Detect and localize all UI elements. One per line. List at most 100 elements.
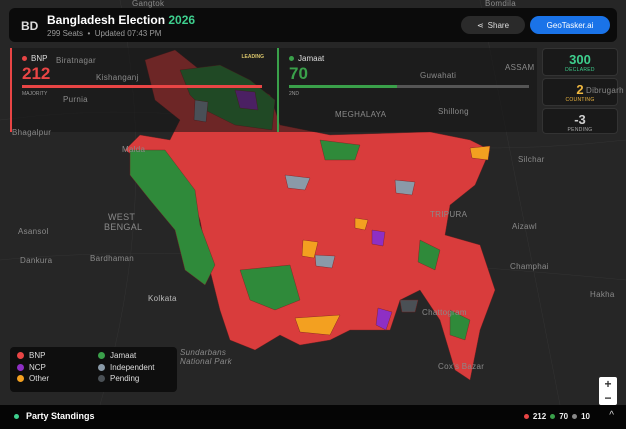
rank-tag: 2ND xyxy=(289,91,300,97)
region-jamaat xyxy=(417,239,441,271)
other-dot xyxy=(572,414,578,419)
region-jamaat xyxy=(319,139,361,161)
subtitle: 299 Seats • Updated 07:43 PM xyxy=(47,29,162,38)
map-label: Bhagalpur xyxy=(12,128,52,137)
map-label: WEST xyxy=(108,212,136,222)
region-jamaat xyxy=(239,264,301,311)
legend-item-ncp: NCP xyxy=(17,363,46,372)
region-independent xyxy=(394,179,416,196)
map-label: BENGAL xyxy=(104,222,143,232)
legend-label: Pending xyxy=(110,374,140,383)
country-badge: BD xyxy=(21,19,39,33)
share-button[interactable]: ⋖ Share xyxy=(461,16,525,34)
region-jamaat xyxy=(129,149,216,286)
progress-bar xyxy=(22,85,262,88)
jamaat-count: 70 xyxy=(559,412,569,421)
map-label: ASSAM xyxy=(505,63,535,72)
stat-value: 2 xyxy=(576,82,584,97)
status-dot xyxy=(14,414,19,419)
map-legend: BNP Jamaat NCP Independent Other Pending xyxy=(10,347,177,392)
seat-count: 299 Seats xyxy=(47,29,84,38)
progress-bar xyxy=(289,85,529,88)
zoom-out-button[interactable]: − xyxy=(604,391,612,405)
legend-swatch xyxy=(17,375,24,382)
map-label: Aizawl xyxy=(512,222,537,231)
region-independent xyxy=(314,254,336,269)
progress-fill xyxy=(289,85,397,88)
title-text: Bangladesh Election xyxy=(47,13,166,27)
legend-item-independent: Independent xyxy=(98,363,155,372)
title-year: 2026 xyxy=(168,13,196,27)
share-label: Share xyxy=(487,20,510,30)
bnp-count: 212 xyxy=(532,412,547,421)
brand-button[interactable]: GeoTasker.ai xyxy=(530,16,610,34)
standings-title: Party Standings xyxy=(26,411,95,421)
map-label: Bardhaman xyxy=(90,254,135,263)
map-label: Gangtok xyxy=(132,0,165,8)
map-label: Asansol xyxy=(18,227,49,236)
map-label: Shillong xyxy=(438,107,469,116)
stat-label: COUNTING xyxy=(565,97,595,103)
legend-item-bnp: BNP xyxy=(17,351,45,360)
party-name: Jamaat xyxy=(289,54,324,63)
legend-item-other: Other xyxy=(17,374,49,383)
chevron-up-icon[interactable]: ^ xyxy=(609,410,614,421)
region-independent xyxy=(284,174,311,191)
zoom-control: + − xyxy=(599,377,617,405)
map-label: MEGHALAYA xyxy=(335,110,387,119)
progress-fill xyxy=(22,85,262,88)
bnp-dot xyxy=(523,414,529,419)
seat-total: 212 xyxy=(22,64,51,83)
leading-badge: LEADING xyxy=(241,54,265,60)
updated-time: Updated 07:43 PM xyxy=(94,29,162,38)
region-pending xyxy=(399,299,419,313)
map-label: Chattogram xyxy=(422,308,467,317)
party-standings-bar[interactable]: Party Standings 212 70 10 ^ xyxy=(0,405,626,429)
map-label: Hakha xyxy=(590,290,615,299)
party-label: Jamaat xyxy=(298,54,325,63)
legend-swatch xyxy=(98,352,105,359)
legend-swatch xyxy=(17,364,24,371)
legend-label: NCP xyxy=(29,363,46,372)
region-other xyxy=(294,314,341,336)
stat-pending: -3 PENDING xyxy=(542,108,618,134)
map-label: Dankura xyxy=(20,256,53,265)
map-label: Kolkata xyxy=(148,294,177,303)
legend-label: Other xyxy=(29,374,50,383)
stat-label: PENDING xyxy=(567,127,593,133)
zoom-in-button[interactable]: + xyxy=(604,377,612,391)
stat-label: DECLARED xyxy=(565,67,595,73)
legend-label: BNP xyxy=(29,351,46,360)
legend-label: Jamaat xyxy=(110,351,137,360)
map-label: Purnia xyxy=(63,95,88,104)
second-card: Jamaat 70 2ND xyxy=(277,48,537,132)
leader-card: BNP LEADING 212 MAJORITY xyxy=(10,48,278,132)
standings-summary: 212 70 10 xyxy=(523,412,590,421)
header-bar: BD Bangladesh Election 2026 299 Seats • … xyxy=(9,8,617,42)
map-label: Champhai xyxy=(510,262,549,271)
legend-item-jamaat: Jamaat xyxy=(98,351,136,360)
map-label: Cox's Bazar xyxy=(438,362,485,371)
map-label: Silchar xyxy=(518,155,545,164)
legend-swatch xyxy=(98,364,105,371)
party-label: BNP xyxy=(31,54,48,63)
region-ncp xyxy=(375,307,393,331)
stat-declared: 300 DECLARED xyxy=(542,48,618,76)
jamaat-dot xyxy=(550,414,556,419)
party-dot xyxy=(22,56,27,61)
stat-value: -3 xyxy=(574,112,586,127)
legend-item-pending: Pending xyxy=(98,374,139,383)
map-label: Biratnagar xyxy=(56,56,96,65)
map-label: Malda xyxy=(122,145,146,154)
map-label: Sundarbans National Park xyxy=(180,348,232,366)
majority-tag: MAJORITY xyxy=(22,91,48,97)
legend-swatch xyxy=(17,352,24,359)
map-label: TRIPURA xyxy=(430,210,468,219)
party-name: BNP xyxy=(22,54,47,63)
map-label: Kishanganj xyxy=(96,73,139,82)
party-dot xyxy=(289,56,294,61)
legend-label: Independent xyxy=(110,363,155,372)
seat-total: 70 xyxy=(289,64,308,83)
region-jamaat xyxy=(449,309,471,341)
region-other xyxy=(301,239,319,259)
